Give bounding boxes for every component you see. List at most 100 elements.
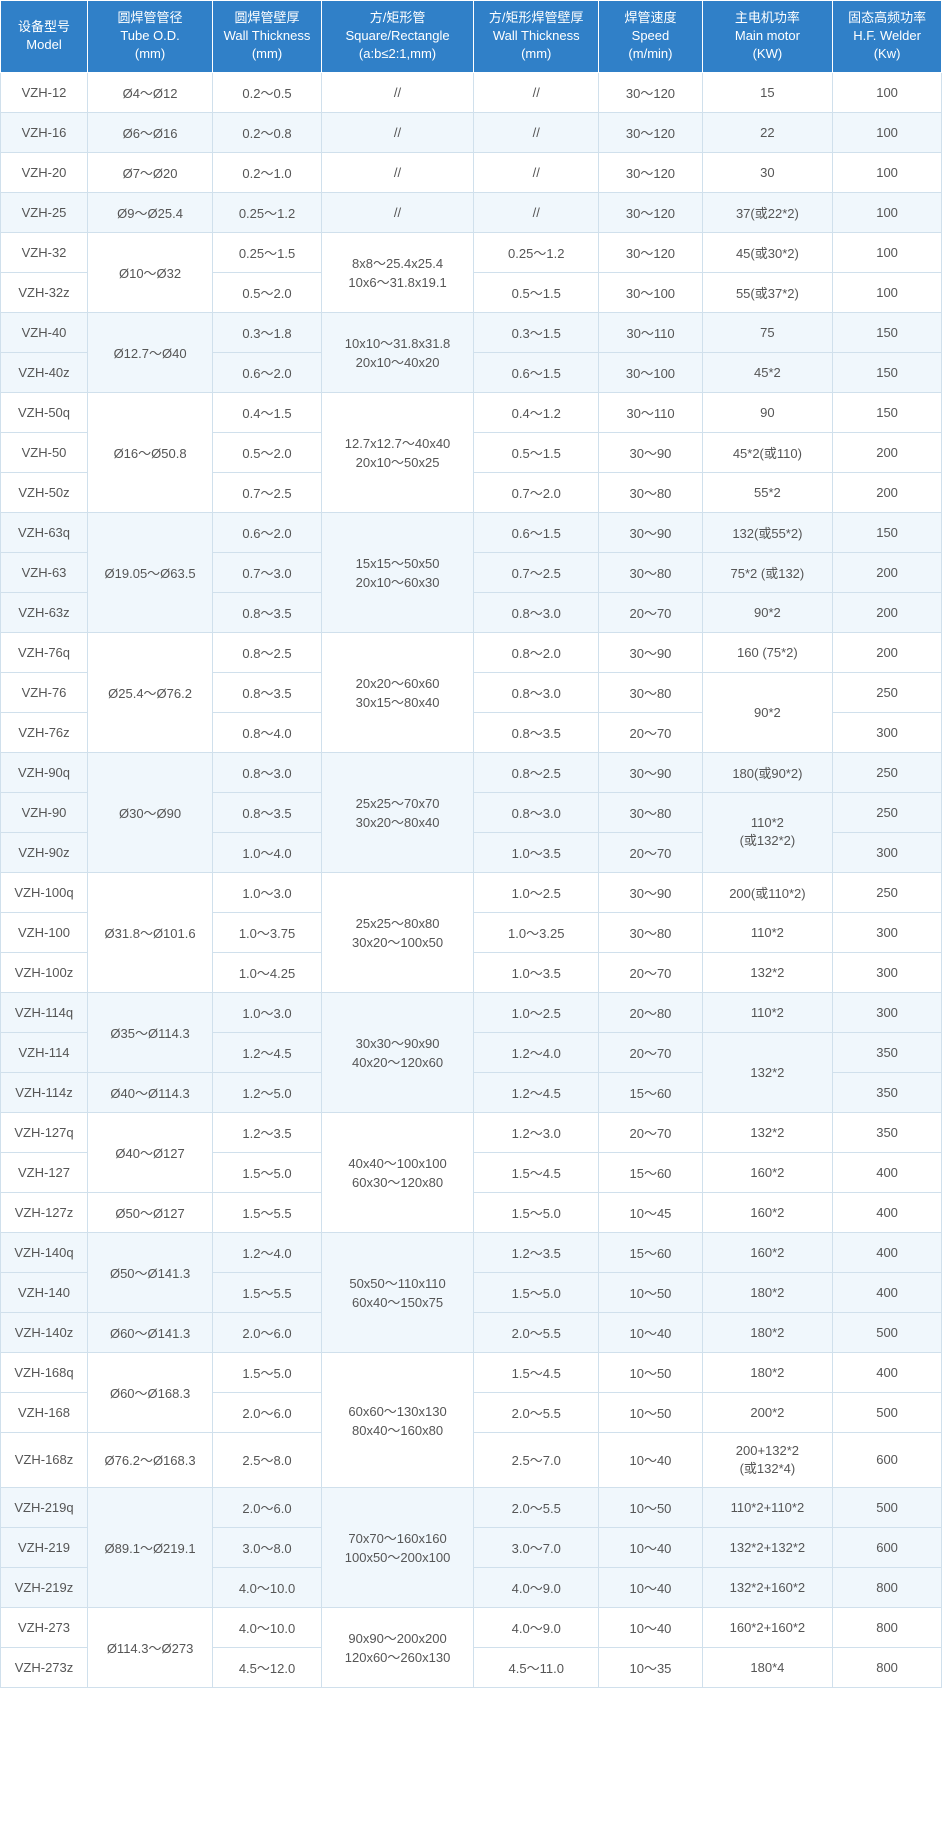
cell-hf: 100 bbox=[833, 232, 942, 272]
cell-speed: 15～60 bbox=[599, 1232, 702, 1272]
cell-speed: 30～120 bbox=[599, 192, 702, 232]
cell-hf: 100 bbox=[833, 152, 942, 192]
cell-od: Ø35～Ø114.3 bbox=[88, 992, 213, 1072]
cell-model: VZH-50q bbox=[1, 392, 88, 432]
cell-hf: 100 bbox=[833, 72, 942, 112]
table-header: 设备型号Model圆焊管管径Tube O.D.(mm)圆焊管壁厚Wall Thi… bbox=[1, 1, 942, 73]
col-header-6: 主电机功率Main motor(KW) bbox=[702, 1, 833, 73]
cell-motor: 132*2 bbox=[702, 1112, 833, 1152]
cell-speed: 20～70 bbox=[599, 832, 702, 872]
table-row: VZH-12Ø4～Ø120.2～0.5////30～12015100 bbox=[1, 72, 942, 112]
cell-sq: 90x90～200x200120x60～260x130 bbox=[321, 1607, 473, 1687]
cell-speed: 30～80 bbox=[599, 912, 702, 952]
cell-speed: 20～70 bbox=[599, 952, 702, 992]
cell-speed: 30～80 bbox=[599, 672, 702, 712]
cell-model: VZH-25 bbox=[1, 192, 88, 232]
cell-hf: 600 bbox=[833, 1527, 942, 1567]
cell-hf: 300 bbox=[833, 992, 942, 1032]
cell-motor: 45(或30*2) bbox=[702, 232, 833, 272]
cell-speed: 30～90 bbox=[599, 432, 702, 472]
cell-speed: 30～100 bbox=[599, 272, 702, 312]
table-row: VZH-168qØ60～Ø168.31.5～5.060x60～130x13080… bbox=[1, 1352, 942, 1392]
cell-sqwt: 0.8～3.5 bbox=[474, 712, 599, 752]
cell-hf: 250 bbox=[833, 792, 942, 832]
cell-speed: 30～100 bbox=[599, 352, 702, 392]
cell-wt: 1.0～3.75 bbox=[213, 912, 322, 952]
cell-wt: 2.0～6.0 bbox=[213, 1312, 322, 1352]
cell-hf: 100 bbox=[833, 112, 942, 152]
cell-od: Ø40～Ø114.3 bbox=[88, 1072, 213, 1112]
cell-speed: 15～60 bbox=[599, 1152, 702, 1192]
cell-wt: 0.8～3.5 bbox=[213, 792, 322, 832]
cell-motor: 55(或37*2) bbox=[702, 272, 833, 312]
table-row: VZH-40Ø12.7～Ø400.3～1.810x10～31.8x31.820x… bbox=[1, 312, 942, 352]
cell-sqwt: 0.4～1.2 bbox=[474, 392, 599, 432]
cell-hf: 400 bbox=[833, 1232, 942, 1272]
cell-motor: 132(或55*2) bbox=[702, 512, 833, 552]
cell-wt: 0.8～3.0 bbox=[213, 752, 322, 792]
cell-motor: 37(或22*2) bbox=[702, 192, 833, 232]
cell-hf: 200 bbox=[833, 552, 942, 592]
cell-wt: 0.8～3.5 bbox=[213, 672, 322, 712]
cell-sq: // bbox=[321, 72, 473, 112]
cell-speed: 30～110 bbox=[599, 312, 702, 352]
cell-od: Ø50～Ø141.3 bbox=[88, 1232, 213, 1312]
cell-motor: 15 bbox=[702, 72, 833, 112]
cell-speed: 30～120 bbox=[599, 112, 702, 152]
spec-table: 设备型号Model圆焊管管径Tube O.D.(mm)圆焊管壁厚Wall Thi… bbox=[0, 0, 942, 1688]
cell-wt: 0.6～2.0 bbox=[213, 512, 322, 552]
cell-model: VZH-168 bbox=[1, 1392, 88, 1432]
cell-model: VZH-76z bbox=[1, 712, 88, 752]
cell-speed: 10～50 bbox=[599, 1352, 702, 1392]
cell-motor: 180*4 bbox=[702, 1647, 833, 1687]
cell-model: VZH-32 bbox=[1, 232, 88, 272]
cell-wt: 1.2～5.0 bbox=[213, 1072, 322, 1112]
cell-wt: 1.5～5.0 bbox=[213, 1352, 322, 1392]
cell-hf: 400 bbox=[833, 1352, 942, 1392]
cell-speed: 30～90 bbox=[599, 872, 702, 912]
cell-sqwt: 4.0～9.0 bbox=[474, 1607, 599, 1647]
cell-model: VZH-50z bbox=[1, 472, 88, 512]
cell-wt: 2.0～6.0 bbox=[213, 1392, 322, 1432]
cell-hf: 150 bbox=[833, 512, 942, 552]
cell-hf: 200 bbox=[833, 472, 942, 512]
cell-model: VZH-127z bbox=[1, 1192, 88, 1232]
col-header-4: 方/矩形焊管壁厚Wall Thickness(mm) bbox=[474, 1, 599, 73]
cell-wt: 1.2～4.0 bbox=[213, 1232, 322, 1272]
cell-wt: 0.6～2.0 bbox=[213, 352, 322, 392]
cell-motor: 160*2 bbox=[702, 1152, 833, 1192]
cell-sqwt: // bbox=[474, 192, 599, 232]
cell-wt: 1.0～3.0 bbox=[213, 992, 322, 1032]
cell-speed: 10～40 bbox=[599, 1432, 702, 1487]
cell-hf: 800 bbox=[833, 1567, 942, 1607]
table-row: VZH-20Ø7～Ø200.2～1.0////30～12030100 bbox=[1, 152, 942, 192]
cell-sq: 40x40～100x10060x30～120x80 bbox=[321, 1112, 473, 1232]
cell-speed: 30～110 bbox=[599, 392, 702, 432]
cell-speed: 15～60 bbox=[599, 1072, 702, 1112]
cell-motor: 45*2(或110) bbox=[702, 432, 833, 472]
cell-wt: 0.8～2.5 bbox=[213, 632, 322, 672]
table-row: VZH-63qØ19.05～Ø63.50.6～2.015x15～50x5020x… bbox=[1, 512, 942, 552]
cell-speed: 10～45 bbox=[599, 1192, 702, 1232]
cell-wt: 0.2～1.0 bbox=[213, 152, 322, 192]
cell-model: VZH-100 bbox=[1, 912, 88, 952]
cell-sqwt: 1.0～3.25 bbox=[474, 912, 599, 952]
cell-sqwt: // bbox=[474, 152, 599, 192]
cell-model: VZH-12 bbox=[1, 72, 88, 112]
cell-od: Ø89.1～Ø219.1 bbox=[88, 1487, 213, 1607]
cell-sqwt: 1.0～3.5 bbox=[474, 832, 599, 872]
cell-model: VZH-16 bbox=[1, 112, 88, 152]
table-row: VZH-25Ø9～Ø25.40.25～1.2////30～12037(或22*2… bbox=[1, 192, 942, 232]
cell-hf: 200 bbox=[833, 592, 942, 632]
cell-hf: 800 bbox=[833, 1647, 942, 1687]
table-row: VZH-219qØ89.1～Ø219.12.0～6.070x70～160x160… bbox=[1, 1487, 942, 1527]
cell-model: VZH-140 bbox=[1, 1272, 88, 1312]
cell-sqwt: 1.5～5.0 bbox=[474, 1272, 599, 1312]
cell-model: VZH-76 bbox=[1, 672, 88, 712]
cell-wt: 0.2～0.8 bbox=[213, 112, 322, 152]
cell-model: VZH-127q bbox=[1, 1112, 88, 1152]
cell-sqwt: 2.0～5.5 bbox=[474, 1312, 599, 1352]
table-row: VZH-140qØ50～Ø141.31.2～4.050x50～110x11060… bbox=[1, 1232, 942, 1272]
cell-wt: 0.25～1.5 bbox=[213, 232, 322, 272]
table-row: VZH-16Ø6～Ø160.2～0.8////30～12022100 bbox=[1, 112, 942, 152]
